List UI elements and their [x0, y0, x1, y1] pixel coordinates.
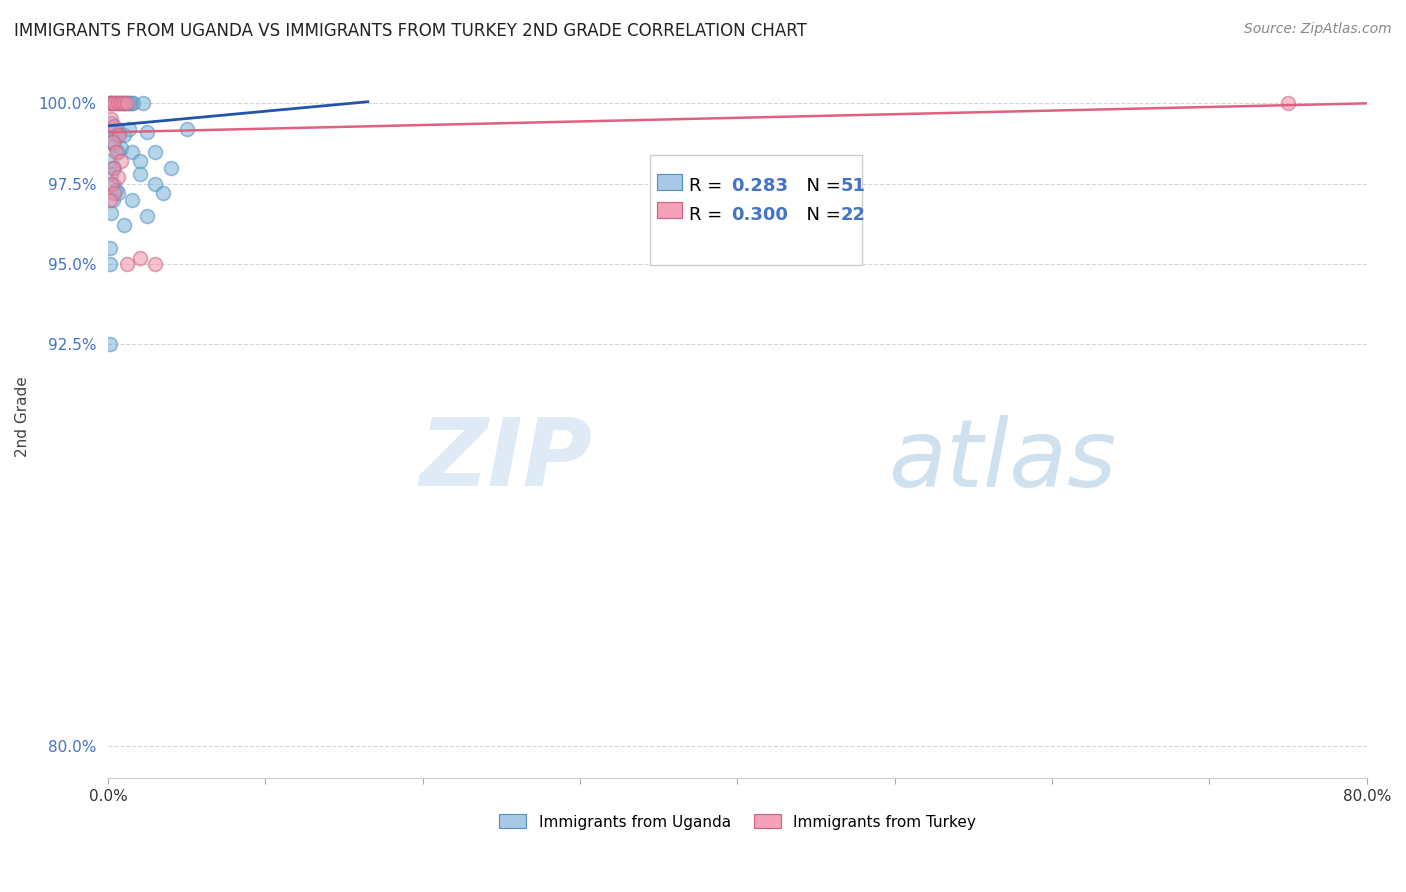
Point [101, 161, 124, 175]
Point [115, 96, 138, 111]
Point [97, 96, 120, 111]
Point [110, 96, 132, 111]
Point [98, 96, 121, 111]
Point [100, 177, 122, 191]
Point [105, 96, 128, 111]
Point [103, 138, 125, 153]
Y-axis label: 2nd Grade: 2nd Grade [15, 376, 30, 457]
Point [105, 128, 128, 143]
Point [100, 135, 122, 149]
Text: N =: N = [794, 206, 846, 224]
Text: Source: ZipAtlas.com: Source: ZipAtlas.com [1244, 22, 1392, 37]
Point [176, 122, 198, 136]
Point [110, 141, 132, 155]
Point [128, 154, 150, 169]
Point [103, 186, 125, 201]
Point [101, 135, 124, 149]
Point [115, 257, 138, 271]
Point [100, 167, 122, 181]
Point [100, 96, 122, 111]
Text: IMMIGRANTS FROM UGANDA VS IMMIGRANTS FROM TURKEY 2ND GRADE CORRELATION CHART: IMMIGRANTS FROM UGANDA VS IMMIGRANTS FRO… [14, 22, 807, 40]
Point [117, 96, 139, 111]
Point [98, 241, 121, 255]
Point [101, 96, 124, 111]
Point [143, 257, 166, 271]
Text: 0.283: 0.283 [731, 178, 789, 195]
Text: 22: 22 [841, 206, 866, 224]
Point [117, 122, 139, 136]
Point [152, 186, 174, 201]
Point [107, 186, 129, 201]
Point [112, 128, 135, 143]
Point [120, 96, 142, 111]
Point [100, 96, 122, 111]
Point [121, 96, 143, 111]
Point [101, 122, 124, 136]
Point [98, 337, 121, 351]
Text: ZIP: ZIP [420, 414, 593, 506]
Text: R =: R = [689, 206, 728, 224]
Point [122, 96, 145, 111]
Point [103, 96, 125, 111]
Point [103, 96, 125, 111]
Point [112, 219, 135, 233]
Point [100, 154, 122, 169]
Point [128, 167, 150, 181]
Point [107, 96, 129, 111]
Point [1277, 96, 1299, 111]
Point [108, 125, 131, 139]
Point [101, 193, 124, 207]
Point [108, 128, 131, 143]
Point [98, 96, 121, 111]
Text: R =: R = [689, 178, 728, 195]
Point [100, 112, 122, 127]
Point [136, 125, 159, 139]
Point [107, 145, 129, 159]
Point [101, 177, 124, 191]
Text: atlas: atlas [889, 415, 1116, 506]
Point [121, 145, 143, 159]
Point [132, 96, 155, 111]
Point [136, 209, 159, 223]
Point [107, 96, 129, 111]
Point [115, 96, 138, 111]
Point [98, 257, 121, 271]
Point [121, 193, 143, 207]
Point [103, 119, 125, 133]
Text: 0.300: 0.300 [731, 206, 789, 224]
Point [103, 161, 125, 175]
Point [105, 145, 128, 159]
Point [143, 145, 166, 159]
Point [100, 115, 122, 129]
Point [111, 96, 134, 111]
Point [160, 161, 183, 175]
Text: 51: 51 [841, 178, 866, 195]
Point [100, 205, 122, 219]
Point [105, 183, 128, 197]
Point [112, 96, 135, 111]
Point [108, 96, 131, 111]
Point [112, 96, 135, 111]
Point [114, 96, 136, 111]
Text: N =: N = [794, 178, 846, 195]
Point [110, 96, 132, 111]
Point [98, 193, 121, 207]
Legend: Immigrants from Uganda, Immigrants from Turkey: Immigrants from Uganda, Immigrants from … [492, 808, 983, 836]
Point [128, 251, 150, 265]
Point [143, 177, 166, 191]
Point [107, 170, 129, 185]
Point [110, 154, 132, 169]
